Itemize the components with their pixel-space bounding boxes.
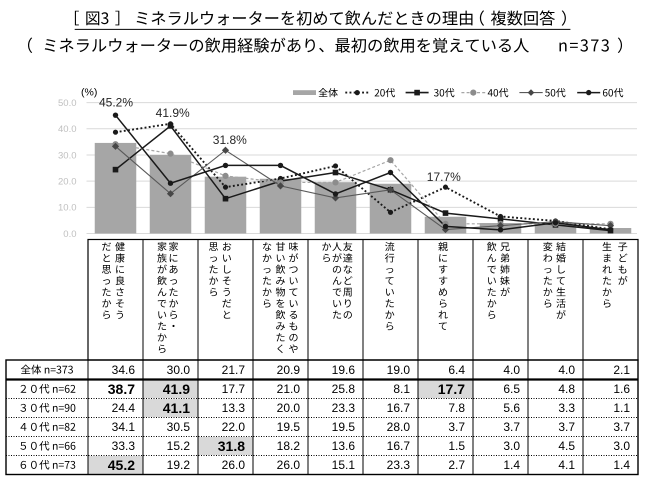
svg-text:(%): (%) bbox=[81, 86, 97, 98]
svg-text:21.0: 21.0 bbox=[277, 382, 301, 396]
svg-text:4.0: 4.0 bbox=[503, 363, 520, 377]
svg-text:1.5: 1.5 bbox=[448, 439, 465, 453]
svg-text:33.3: 33.3 bbox=[112, 439, 136, 453]
svg-text:22.0: 22.0 bbox=[222, 420, 246, 434]
svg-text:19.5: 19.5 bbox=[332, 420, 356, 434]
svg-text:20.0: 20.0 bbox=[58, 176, 77, 187]
svg-text:3.3: 3.3 bbox=[558, 401, 575, 415]
svg-text:45.2: 45.2 bbox=[108, 457, 135, 473]
svg-text:3.7: 3.7 bbox=[613, 420, 630, 434]
svg-text:26.0: 26.0 bbox=[222, 458, 246, 472]
svg-text:6.5: 6.5 bbox=[503, 382, 520, 396]
svg-text:31.8: 31.8 bbox=[218, 438, 245, 454]
svg-text:45.2%: 45.2% bbox=[99, 95, 133, 109]
svg-text:41.9%: 41.9% bbox=[156, 106, 190, 120]
svg-text:2.1: 2.1 bbox=[613, 363, 630, 377]
svg-text:21.7: 21.7 bbox=[222, 363, 246, 377]
svg-text:26.0: 26.0 bbox=[277, 458, 301, 472]
svg-text:13.3: 13.3 bbox=[222, 401, 246, 415]
svg-text:17.7: 17.7 bbox=[222, 382, 246, 396]
svg-text:38.7: 38.7 bbox=[108, 381, 135, 397]
svg-text:2.7: 2.7 bbox=[448, 458, 465, 472]
svg-text:30.0: 30.0 bbox=[167, 363, 191, 377]
svg-text:34.1: 34.1 bbox=[112, 420, 136, 434]
svg-text:10.0: 10.0 bbox=[58, 203, 77, 214]
svg-text:20.9: 20.9 bbox=[277, 363, 301, 377]
svg-text:19.5: 19.5 bbox=[277, 420, 301, 434]
svg-text:28.0: 28.0 bbox=[387, 420, 411, 434]
svg-text:1.6: 1.6 bbox=[613, 382, 630, 396]
svg-text:15.2: 15.2 bbox=[167, 439, 191, 453]
svg-text:19.0: 19.0 bbox=[387, 363, 411, 377]
svg-text:7.8: 7.8 bbox=[448, 401, 465, 415]
svg-text:3.7: 3.7 bbox=[448, 420, 465, 434]
svg-text:18.2: 18.2 bbox=[277, 439, 301, 453]
svg-text:19.6: 19.6 bbox=[332, 363, 356, 377]
svg-text:41.1: 41.1 bbox=[163, 400, 190, 416]
svg-text:25.8: 25.8 bbox=[332, 382, 356, 396]
svg-text:16.7: 16.7 bbox=[387, 439, 411, 453]
svg-text:23.3: 23.3 bbox=[332, 401, 356, 415]
svg-text:20.0: 20.0 bbox=[277, 401, 301, 415]
svg-text:16.7: 16.7 bbox=[387, 401, 411, 415]
svg-text:23.3: 23.3 bbox=[387, 458, 411, 472]
svg-text:1.1: 1.1 bbox=[613, 401, 630, 415]
svg-text:30.0: 30.0 bbox=[58, 150, 77, 161]
svg-text:40.0: 40.0 bbox=[58, 124, 77, 135]
svg-text:24.4: 24.4 bbox=[112, 401, 136, 415]
svg-text:50.0: 50.0 bbox=[58, 98, 77, 109]
svg-text:17.7: 17.7 bbox=[438, 381, 465, 397]
svg-text:41.9: 41.9 bbox=[163, 381, 190, 397]
svg-text:3.7: 3.7 bbox=[503, 420, 520, 434]
svg-text:15.1: 15.1 bbox=[332, 458, 356, 472]
svg-text:4.5: 4.5 bbox=[558, 439, 575, 453]
svg-text:19.2: 19.2 bbox=[167, 458, 191, 472]
svg-text:4.0: 4.0 bbox=[558, 363, 575, 377]
svg-text:0.0: 0.0 bbox=[63, 229, 76, 240]
svg-text:1.4: 1.4 bbox=[503, 458, 520, 472]
svg-text:4.8: 4.8 bbox=[558, 382, 575, 396]
svg-text:31.8%: 31.8% bbox=[213, 133, 247, 147]
svg-text:3.0: 3.0 bbox=[503, 439, 520, 453]
svg-text:3.7: 3.7 bbox=[558, 420, 575, 434]
svg-text:8.1: 8.1 bbox=[393, 382, 410, 396]
svg-text:4.1: 4.1 bbox=[558, 458, 575, 472]
svg-text:13.6: 13.6 bbox=[332, 439, 356, 453]
svg-text:5.6: 5.6 bbox=[503, 401, 520, 415]
svg-text:3.0: 3.0 bbox=[613, 439, 630, 453]
svg-text:1.4: 1.4 bbox=[613, 458, 630, 472]
svg-text:6.4: 6.4 bbox=[448, 363, 465, 377]
svg-text:17.7%: 17.7% bbox=[427, 170, 461, 184]
svg-text:34.6: 34.6 bbox=[112, 363, 136, 377]
svg-text:30.5: 30.5 bbox=[167, 420, 191, 434]
